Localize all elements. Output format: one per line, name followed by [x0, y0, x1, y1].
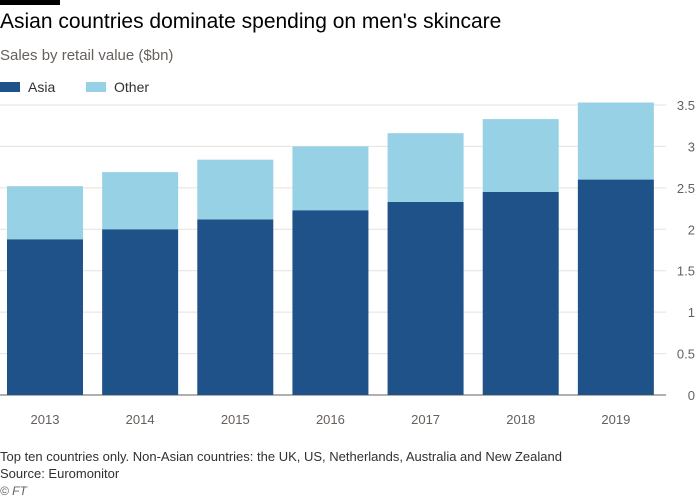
ft-brand-bar	[0, 0, 60, 5]
y-tick-label: 0.5	[677, 347, 695, 362]
y-tick-label: 2.5	[677, 181, 695, 196]
bar-asia-2014	[102, 229, 179, 395]
footnote: Top ten countries only. Non-Asian countr…	[0, 449, 562, 464]
x-tick-label: 2015	[221, 412, 250, 427]
bar-asia-2018	[482, 192, 559, 395]
ft-credit: © FT	[0, 484, 27, 498]
bar-other-2016	[292, 146, 369, 211]
x-tick-label: 2019	[601, 412, 630, 427]
bar-asia-2017	[387, 201, 464, 395]
bar-other-2014	[102, 172, 179, 230]
legend-item-asia: Asia	[0, 79, 55, 95]
bar-asia-2015	[197, 219, 274, 395]
source-line: Source: Euromonitor	[0, 466, 120, 481]
stacked-bar-chart: 0 0.5 1 1.5 2 2.5 3 3.5 2013 2014 2015 2016 2017 2018…	[0, 98, 695, 427]
legend-swatch-other	[86, 82, 106, 92]
bar-other-2019	[577, 102, 654, 180]
x-tick-label: 2013	[31, 412, 60, 427]
x-tick-label: 2018	[506, 412, 535, 427]
legend-label-other: Other	[114, 79, 150, 95]
chart-title: Asian countries dominate spending on men…	[0, 10, 502, 33]
bar-asia-2016	[292, 210, 369, 395]
legend-swatch-asia	[0, 82, 20, 92]
y-tick-label: 2	[688, 222, 695, 237]
y-tick-label: 3.5	[677, 98, 695, 113]
x-tick-label: 2016	[316, 412, 345, 427]
bar-other-2015	[197, 159, 274, 220]
bar-other-2018	[482, 119, 559, 192]
chart-subtitle: Sales by retail value ($bn)	[0, 47, 174, 64]
y-tick-label: 1.5	[677, 264, 695, 279]
bar-other-2017	[387, 133, 464, 202]
y-tick-label: 0	[688, 388, 695, 403]
legend-label-asia: Asia	[28, 79, 56, 95]
y-tick-label: 3	[688, 139, 695, 154]
x-tick-label: 2014	[126, 412, 155, 427]
bar-asia-2019	[577, 179, 654, 395]
legend-item-other: Other	[86, 79, 149, 95]
bar-asia-2013	[7, 239, 83, 395]
bar-other-2013	[7, 186, 83, 240]
x-tick-label: 2017	[411, 412, 440, 427]
y-tick-label: 1	[688, 305, 695, 320]
